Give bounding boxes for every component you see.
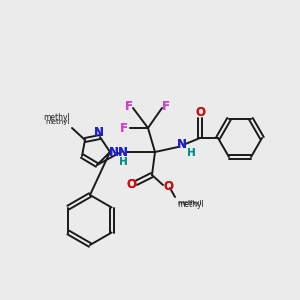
Text: O: O [163, 179, 173, 193]
Text: N: N [94, 127, 104, 140]
Text: methyl: methyl [46, 119, 70, 125]
Text: N: N [118, 146, 128, 158]
Text: F: F [120, 122, 128, 136]
Text: methyl: methyl [177, 200, 201, 206]
Text: N: N [118, 146, 128, 158]
Text: N: N [177, 139, 187, 152]
Text: F: F [162, 100, 170, 113]
Text: H: H [187, 148, 195, 158]
Text: methyl: methyl [177, 200, 204, 209]
Text: F: F [125, 100, 133, 113]
Text: F: F [125, 100, 133, 113]
Text: F: F [120, 122, 128, 136]
Text: O: O [195, 106, 205, 119]
Text: O: O [126, 178, 136, 191]
Text: H: H [187, 148, 195, 158]
Text: methyl: methyl [43, 113, 70, 122]
Text: O: O [163, 179, 173, 193]
Text: O: O [126, 178, 136, 191]
Text: H: H [118, 157, 127, 167]
Text: O: O [195, 106, 205, 119]
Text: F: F [162, 100, 170, 113]
Text: N: N [109, 146, 119, 158]
Text: N: N [94, 127, 104, 140]
Text: N: N [109, 146, 119, 158]
Text: N: N [177, 139, 187, 152]
Text: H: H [118, 157, 127, 167]
